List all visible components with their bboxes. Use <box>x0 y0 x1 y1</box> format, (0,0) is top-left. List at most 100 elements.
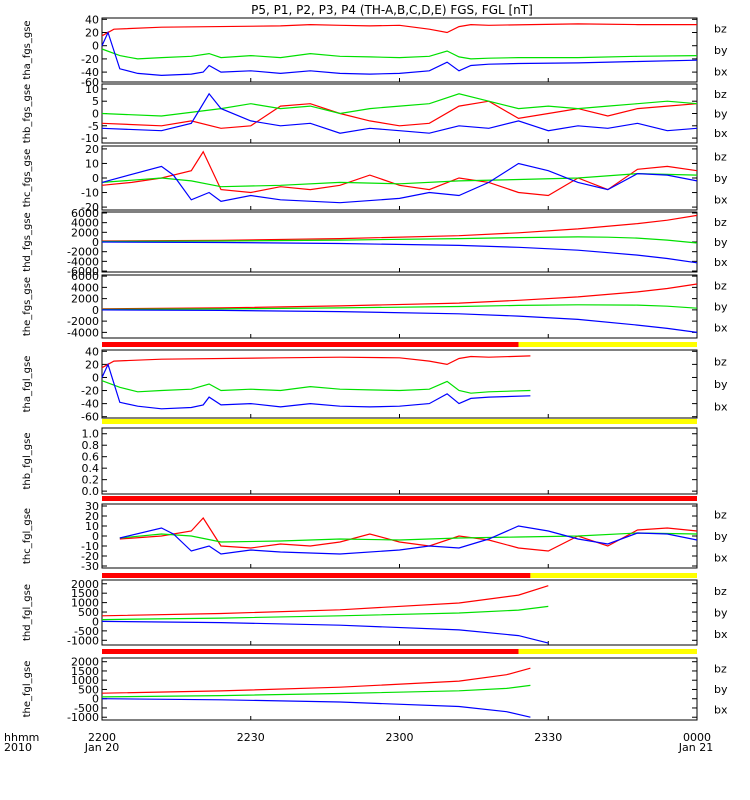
y-tick-label: 500 <box>78 683 99 696</box>
series-line-bz <box>101 355 531 369</box>
y-tick-label: 10 <box>85 83 99 96</box>
time-start-date: Jan 20 <box>84 741 119 754</box>
time-tick-label: 0000 <box>683 731 711 744</box>
y-tick-label: -2000 <box>67 315 99 328</box>
legend-bx: bx <box>714 551 728 564</box>
legend-bz: bz <box>714 280 727 293</box>
legend-bz: bz <box>714 151 727 164</box>
y-tick-label: 0 <box>92 304 99 317</box>
panel-frame <box>101 83 698 144</box>
y-tick-label: 10 <box>85 157 99 170</box>
series-line-bz <box>101 150 698 197</box>
y-axis-label: thc_fgl_gse <box>22 508 33 564</box>
panel-2: 2010 0 -10-20 thc_fgs_gse bz by bx <box>22 143 728 214</box>
legend-bx: bx <box>714 256 728 269</box>
time-axis: hhmm 2010 Jan 20 Jan 21 2200 2230 2300 2330… <box>4 731 713 754</box>
panel-frame <box>101 274 698 339</box>
panel-frame <box>101 427 698 495</box>
legend-bx: bx <box>714 65 728 78</box>
y-tick-label: 40 <box>85 345 99 358</box>
legend-by: by <box>714 301 728 314</box>
y-tick-label: 20 <box>85 358 99 371</box>
y-tick-label: -30 <box>81 560 99 573</box>
series-line-by <box>101 605 549 621</box>
panel-frame <box>101 657 698 721</box>
y-tick-label: -10 <box>81 540 99 553</box>
y-tick-label: -6000 <box>67 265 99 278</box>
y-tick-label: 0 <box>92 530 99 543</box>
legend-bz: bz <box>714 23 727 36</box>
y-tick-label: -4000 <box>67 255 99 268</box>
status-bar-segment <box>102 496 697 501</box>
series-line-bx <box>101 92 698 134</box>
series-line-bx <box>101 30 698 77</box>
legend-bz: bz <box>714 585 727 598</box>
y-tick-label: 20 <box>85 27 99 40</box>
y-tick-label: 0.2 <box>82 474 100 487</box>
series-line-by <box>101 236 698 244</box>
series-line-bx <box>101 362 531 410</box>
legend-bz: bz <box>714 662 727 675</box>
y-tick-label: -1000 <box>67 634 99 647</box>
y-tick-label: 2000 <box>71 293 99 306</box>
y-tick-label: 10 <box>85 520 99 533</box>
series-line-bz <box>101 214 698 242</box>
y-tick-label: 0 <box>92 172 99 185</box>
y-tick-label: -60 <box>81 411 99 424</box>
status-bar-segment <box>530 573 697 578</box>
y-tick-label: 2000 <box>71 226 99 239</box>
y-tick-label: 1500 <box>71 587 99 600</box>
y-axis-label: thb_fgs_gse <box>22 84 33 143</box>
series-line-bx <box>101 162 698 204</box>
status-bar-segment <box>102 573 531 578</box>
y-tick-label: 2000 <box>71 656 99 669</box>
y-tick-label: 1500 <box>71 665 99 678</box>
series-line-by <box>101 93 698 117</box>
panel-frame <box>101 579 698 646</box>
y-axis-label: thc_fgs_gse <box>22 149 33 208</box>
legend-by: by <box>714 236 728 249</box>
legend-by: by <box>714 683 728 696</box>
y-tick-label: -500 <box>74 625 99 638</box>
status-bars-group <box>102 342 697 654</box>
y-tick-label: -20 <box>81 550 99 563</box>
legend-bz: bz <box>714 216 727 229</box>
panel-6: 1.00.80.60.40.20.0 thb_fgl_gse <box>22 427 698 498</box>
y-tick-label: -40 <box>81 66 99 79</box>
y-tick-label: -4000 <box>67 326 99 339</box>
plot-title: P5, P1, P2, P3, P4 (TH-A,B,C,D,E) FGS, F… <box>251 3 533 17</box>
y-tick-label: 20 <box>85 143 99 156</box>
y-axis-label: tha_fgs_gse <box>22 20 33 79</box>
time-tick-label: 2300 <box>386 731 414 744</box>
y-tick-label: -500 <box>74 702 99 715</box>
y-tick-label: -60 <box>81 76 99 89</box>
series-line-bx <box>101 241 698 264</box>
panel-frame <box>101 17 698 83</box>
series-line-by <box>119 532 698 543</box>
status-bar-segment <box>518 342 697 347</box>
legend-bx: bx <box>714 322 728 335</box>
series-line-by <box>101 684 531 698</box>
y-tick-label: 0 <box>92 371 99 384</box>
y-tick-label: 30 <box>85 500 99 513</box>
status-bar-segment <box>102 342 519 347</box>
y-tick-label: 0.4 <box>82 462 100 475</box>
legend-by: by <box>714 378 728 391</box>
y-tick-label: 0 <box>92 236 99 249</box>
legend-bz: bz <box>714 509 727 522</box>
y-tick-label: 0.0 <box>82 485 100 498</box>
y-tick-label: 1.0 <box>82 428 100 441</box>
y-tick-label: 20 <box>85 510 99 523</box>
y-tick-label: 6000 <box>71 207 99 220</box>
y-tick-label: 2000 <box>71 578 99 591</box>
status-bar-segment <box>102 419 697 424</box>
y-axis-label: thd_fgs_gse <box>22 212 33 271</box>
series-line-bz <box>101 667 531 694</box>
time-tick-label: 2200 <box>88 731 116 744</box>
legend-bx: bx <box>714 193 728 206</box>
legend-bx: bx <box>714 401 728 414</box>
